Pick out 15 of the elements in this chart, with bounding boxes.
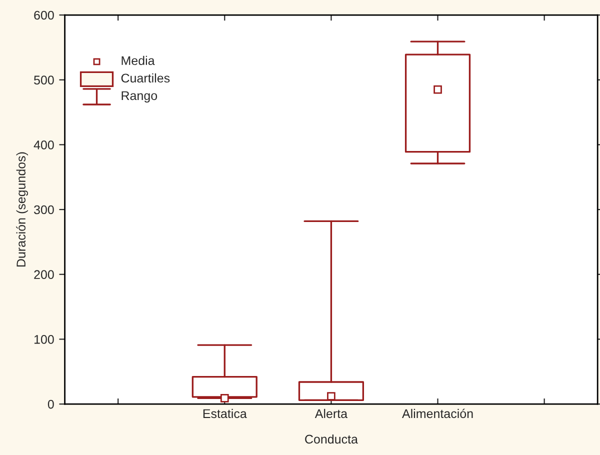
x-axis-title: Conducta <box>305 434 358 444</box>
annotation: Media <box>122 56 155 66</box>
x-tick-label: Alimentación <box>402 408 473 418</box>
y-tick-label: 600 <box>34 10 54 20</box>
y-tick-label: 300 <box>34 205 54 214</box>
x-tick-label: Alerta <box>314 408 348 418</box>
annotation: Cuartiles <box>121 73 170 83</box>
y-tick-label: 100 <box>34 335 54 344</box>
y-tick-label: 500 <box>34 76 54 85</box>
y-tick-label: 0 <box>48 400 54 409</box>
x-tick-label: Estatica <box>203 408 247 418</box>
annotation: Rango <box>122 91 158 103</box>
y-tick-label: 400 <box>34 140 54 150</box>
y-axis-title: Duración (segundos) <box>16 152 28 267</box>
y-tick-label: 200 <box>34 270 54 280</box>
